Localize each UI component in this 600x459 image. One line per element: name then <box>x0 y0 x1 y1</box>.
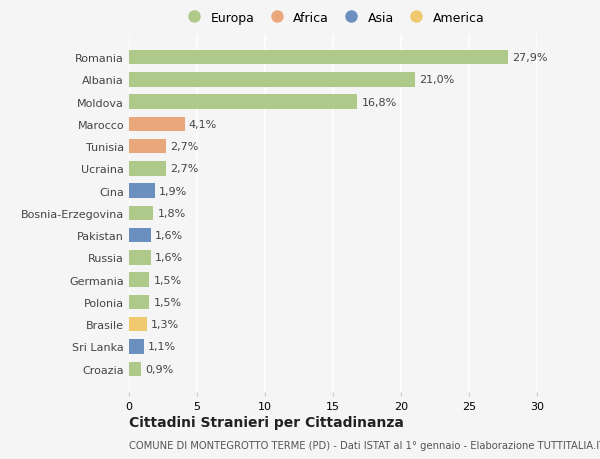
Text: 1,8%: 1,8% <box>158 208 186 218</box>
Text: 1,1%: 1,1% <box>148 342 176 352</box>
Text: 1,3%: 1,3% <box>151 319 179 330</box>
Legend: Europa, Africa, Asia, America: Europa, Africa, Asia, America <box>182 11 484 25</box>
Bar <box>129 295 149 309</box>
Text: 1,5%: 1,5% <box>154 275 182 285</box>
Bar <box>129 317 146 332</box>
Text: 1,5%: 1,5% <box>154 297 182 307</box>
Text: 16,8%: 16,8% <box>362 97 397 107</box>
Text: 1,9%: 1,9% <box>159 186 187 196</box>
Bar <box>129 73 415 87</box>
Text: COMUNE DI MONTEGROTTO TERME (PD) - Dati ISTAT al 1° gennaio - Elaborazione TUTTI: COMUNE DI MONTEGROTTO TERME (PD) - Dati … <box>129 440 600 450</box>
Text: 1,6%: 1,6% <box>155 253 183 263</box>
Bar <box>129 140 166 154</box>
Text: 27,9%: 27,9% <box>512 53 548 63</box>
Text: 2,7%: 2,7% <box>170 164 198 174</box>
Text: 0,9%: 0,9% <box>145 364 173 374</box>
Bar <box>129 184 155 198</box>
Text: 1,6%: 1,6% <box>155 231 183 241</box>
Text: 4,1%: 4,1% <box>189 120 217 129</box>
Bar <box>129 95 358 110</box>
Bar <box>129 273 149 287</box>
Text: 2,7%: 2,7% <box>170 142 198 152</box>
Bar <box>129 362 141 376</box>
Bar <box>129 206 154 221</box>
Bar <box>129 340 144 354</box>
Bar <box>129 50 508 65</box>
Bar <box>129 162 166 176</box>
Bar <box>129 118 185 132</box>
Bar <box>129 251 151 265</box>
Text: Cittadini Stranieri per Cittadinanza: Cittadini Stranieri per Cittadinanza <box>129 415 404 429</box>
Bar <box>129 229 151 243</box>
Text: 21,0%: 21,0% <box>419 75 454 85</box>
